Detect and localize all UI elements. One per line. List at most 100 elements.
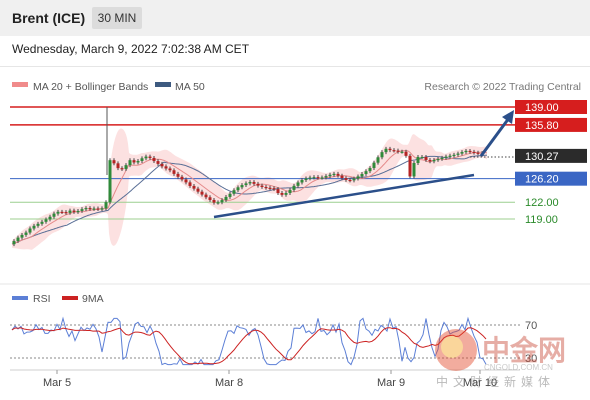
candle-body [356,176,360,179]
candle-body [180,176,184,180]
candle-body [200,191,204,195]
level-label-122.00: 122.00 [525,197,559,209]
candle-body [100,208,104,210]
candle-body [384,148,388,153]
level-label-135.80: 135.80 [525,120,559,132]
level-tag-130.27 [515,148,587,163]
candle-body [164,166,168,169]
candle-body [396,150,400,152]
candle-body [428,159,432,162]
x-tick-label: Mar 5 [43,377,71,389]
candle-body [424,156,428,160]
candle-body [24,232,28,235]
candle-body [192,185,196,189]
candle-body [124,165,128,170]
candle-body [116,163,120,169]
candle-body [72,210,76,212]
candle-body [12,241,16,245]
level-tag-139.00 [515,100,587,114]
9ma-legend-swatch [62,296,78,300]
candle-body [20,234,24,238]
candle-body [176,173,180,177]
candle-body [236,187,240,191]
candle-body [436,158,440,161]
level-label-126.20: 126.20 [525,174,559,186]
candle-body [440,157,444,160]
candle-body [148,156,152,158]
watermark: 中金网 CNGOLD.COM.CN 中文财经新媒体 [435,329,566,389]
level-labels: 139.00 135.80 130.27 126.20 122.00 119.00 [515,100,587,226]
candle-body [296,182,300,186]
candle-body [104,202,108,209]
ma20-legend-label: MA 20 + Bollinger Bands [33,81,148,93]
candle-body [44,219,48,222]
candle-body [336,173,340,176]
candle-body [264,186,268,189]
level-tag-135.80 [515,117,587,132]
timestamp: Wednesday, March 9, 2022 7:02:38 AM CET [12,42,250,56]
candle-body [216,202,220,204]
candle-body [120,168,124,170]
rsi-30-label: 30 [525,353,537,365]
research-credit: Research © 2022 Trading Central [424,81,581,93]
candle-body [388,148,392,151]
candle-body [444,156,448,158]
rsi-70-label: 70 [525,320,537,332]
ma20-legend-swatch [12,82,28,87]
candle-body [476,152,480,154]
level-label-130.27: 130.27 [525,151,559,163]
level-label-119.00: 119.00 [525,214,558,226]
candle-body [88,208,92,210]
watermark-logo-icon [435,329,477,371]
candle-body [172,170,176,174]
candle-body [352,178,356,181]
price-levels [10,106,515,220]
watermark-logo-inner [441,336,463,358]
candle-body [272,188,276,190]
candle-body [276,189,280,194]
candle-body [80,209,84,211]
candle-body [288,189,292,194]
candle-body [224,196,228,201]
candle-body [312,177,316,179]
candle-body [132,160,136,163]
level-tag-126.20 [515,171,587,186]
candle-body [304,178,308,181]
x-tick-label: Mar 8 [215,377,243,389]
candle-body [28,228,32,233]
target-arrow [479,117,511,157]
candle-body [448,155,452,157]
candle-body [60,211,64,214]
candle-body [460,152,464,154]
rsi-legend-swatch [12,296,28,300]
candle-body [32,225,36,229]
candle-body [16,237,20,242]
watermark-tagline: 中文财经新媒体 [436,374,555,389]
candle-body [284,193,288,195]
candle-body [56,211,60,214]
candle-body [408,155,412,177]
candle-body [188,182,192,186]
candle-body [196,188,200,192]
candle-body [404,151,408,156]
candle-body [76,210,80,213]
candle-body [244,183,248,186]
timeframe-button[interactable]: 30 MIN [92,7,142,29]
candle-body [160,163,164,167]
rsi-legend-label: RSI [33,293,51,305]
candle-body [48,216,52,220]
candle-body [168,168,172,171]
header-bar: Brent (ICE) 30 MIN [0,0,590,36]
candle-body [416,156,420,163]
candle-body [360,173,364,177]
candle-body [64,212,68,214]
candle-body [136,160,140,163]
candle-body [260,185,264,187]
instrument-title: Brent (ICE) [12,10,86,26]
candle-body [400,151,404,153]
candle-body [308,177,312,179]
rsi-line [11,316,487,366]
candle-body [228,193,232,197]
ma50-line [11,154,488,245]
bollinger-band [12,128,487,250]
